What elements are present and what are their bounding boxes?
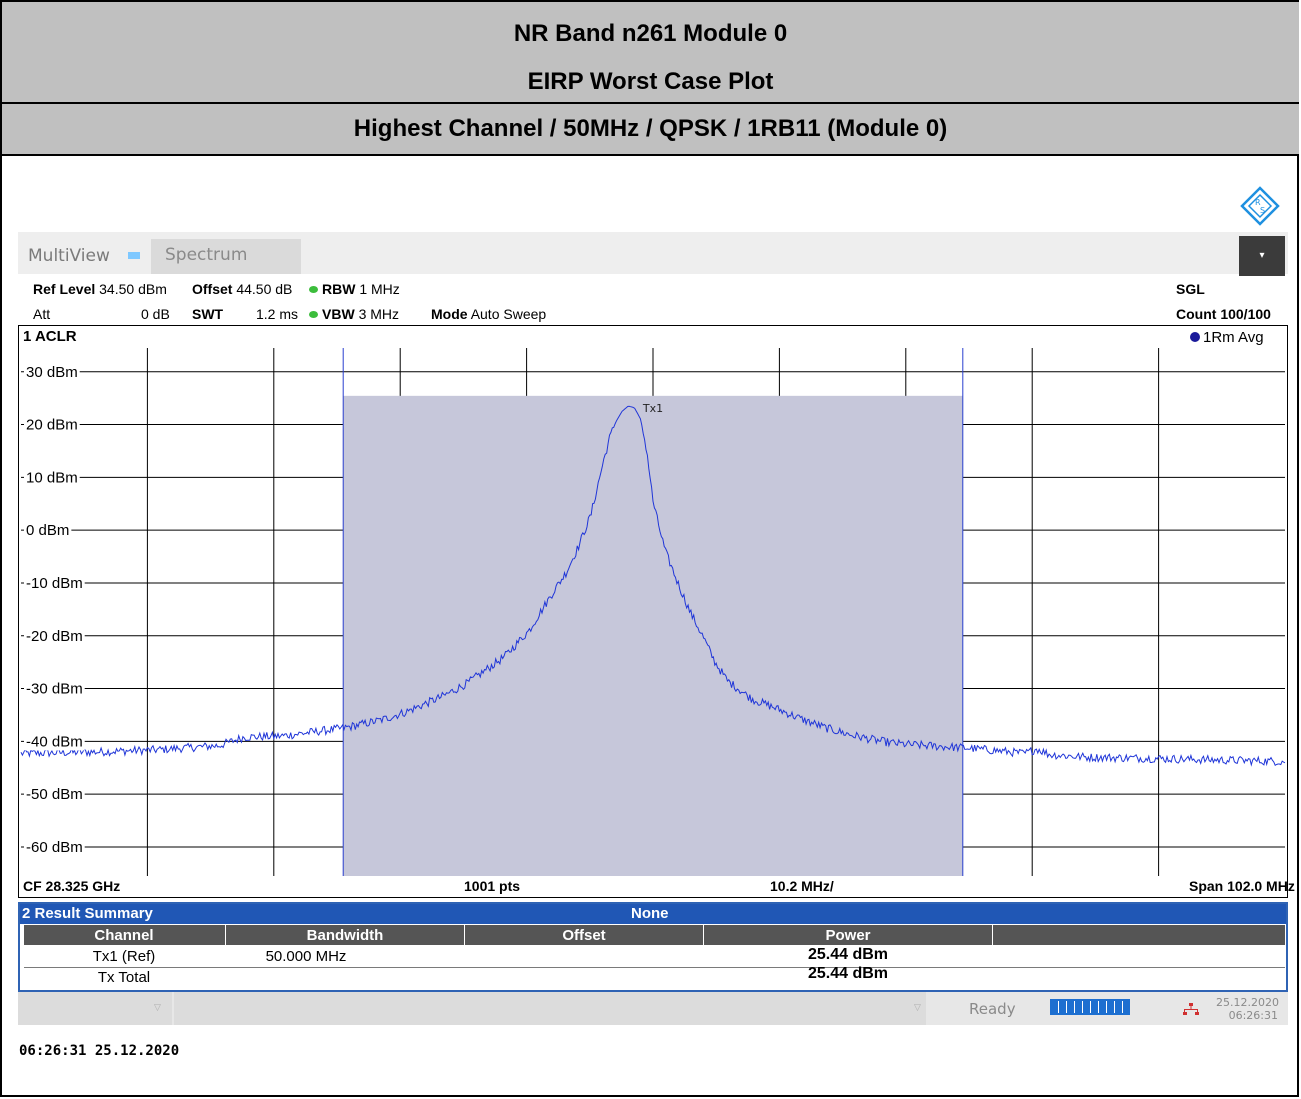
- span-label: Span 102.0 MHz: [1189, 878, 1295, 894]
- row-power: 25.44 dBm: [704, 965, 992, 983]
- row-bandwidth: 50.000 MHz: [226, 948, 386, 965]
- header-divider: [992, 925, 993, 945]
- header-channel: Channel: [24, 927, 224, 944]
- chevron-down-icon: ▽: [914, 1002, 921, 1013]
- row-power: 25.44 dBm: [704, 946, 992, 964]
- header-offset: Offset: [465, 927, 703, 944]
- row-channel: Tx Total: [24, 969, 224, 986]
- y-tick-label: 0 dBm: [26, 522, 69, 539]
- y-tick-label: 20 dBm: [26, 417, 78, 434]
- chevron-down-icon: ▽: [154, 1002, 161, 1013]
- sweep-progress-bar: [1050, 999, 1130, 1015]
- y-tick-label: -20 dBm: [26, 628, 83, 645]
- status-datetime: 25.12.2020 06:26:31: [1216, 996, 1278, 1022]
- network-icon: [1183, 1003, 1199, 1015]
- footer-timestamp: 06:26:31 25.12.2020: [19, 1043, 179, 1059]
- header-bandwidth: Bandwidth: [226, 927, 464, 944]
- y-tick-label: -60 dBm: [26, 839, 83, 856]
- division-label: 10.2 MHz/: [770, 878, 834, 894]
- y-tick-label: 10 dBm: [26, 469, 78, 486]
- header-power: Power: [704, 927, 992, 944]
- status-ready: Ready: [969, 1000, 1016, 1018]
- y-tick-label: -40 dBm: [26, 733, 83, 750]
- channel-band-tx1: [343, 396, 963, 876]
- result-summary-titlebar: 2 Result Summary None: [20, 904, 1286, 924]
- result-summary-title: 2 Result Summary: [22, 905, 153, 922]
- center-frequency-label: CF 28.325 GHz: [23, 878, 120, 894]
- status-date: 25.12.2020: [1216, 996, 1278, 1009]
- y-tick-label: -30 dBm: [26, 681, 83, 698]
- y-tick-label: 30 dBm: [26, 364, 78, 381]
- status-time: 06:26:31: [1216, 1009, 1278, 1022]
- table-row: Tx Total 25.44 dBm: [24, 967, 1285, 988]
- status-dropdown-left[interactable]: ▽: [18, 992, 172, 1025]
- y-tick-label: -50 dBm: [26, 786, 83, 803]
- result-summary-ref-state: None: [631, 905, 669, 922]
- y-tick-label: -10 dBm: [26, 575, 83, 592]
- channel-band-label: Tx1: [642, 402, 663, 415]
- points-label: 1001 pts: [464, 878, 520, 894]
- status-dropdown-main[interactable]: ▽: [174, 992, 926, 1025]
- row-channel: Tx1 (Ref): [24, 948, 224, 965]
- table-row: Tx1 (Ref) 50.000 MHz 25.44 dBm: [24, 946, 1285, 967]
- result-table-header: Channel Bandwidth Offset Power: [24, 925, 1285, 945]
